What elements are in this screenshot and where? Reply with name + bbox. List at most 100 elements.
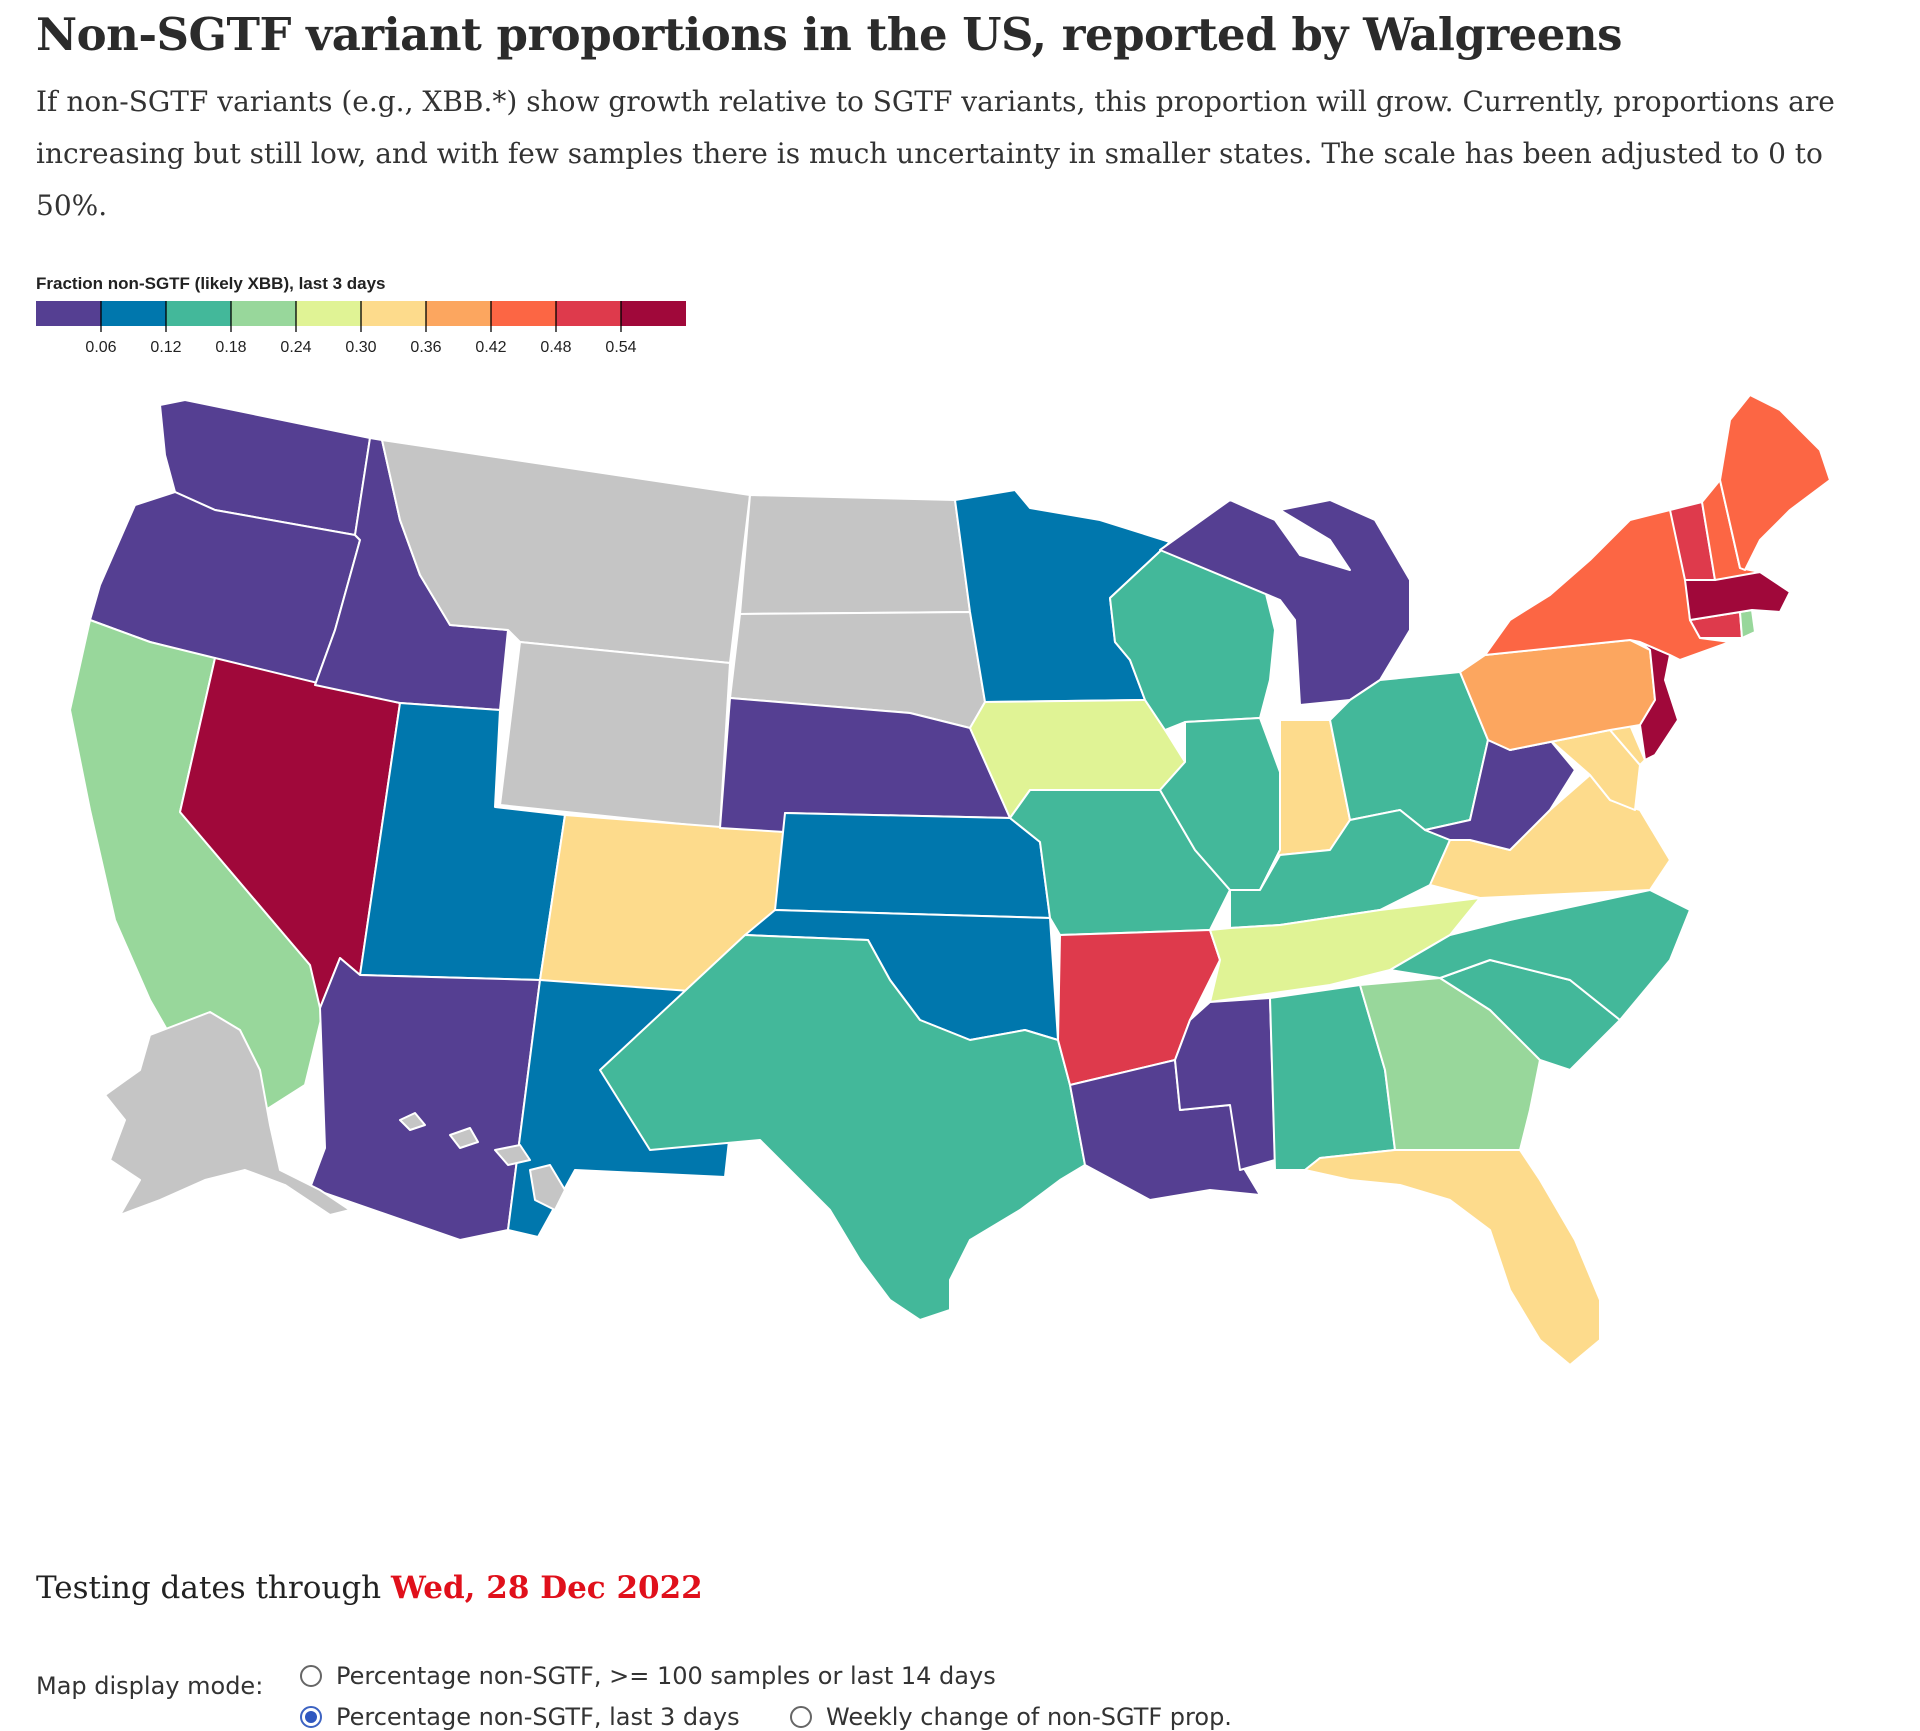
state-label: AL [1322,1068,1338,1083]
legend-swatch [491,301,556,326]
state-north-carolina[interactable]: North Carolina [1389,889,1691,1021]
radio-icon[interactable] [300,1665,322,1687]
state-label: OR [215,563,235,578]
state-label: WY [610,728,631,743]
legend-tick-label: 0.06 [85,339,116,356]
state-label: ME [1765,458,1785,473]
state-label: NC [1551,933,1570,948]
page-title: Non-SGTF variant proportions in the US, … [36,8,1622,61]
states-layer: WashingtonOregonCaliforniaNevadaIdahoMon… [69,394,1831,1366]
legend-tick-label: 0.54 [605,339,636,356]
state-label: AZ [412,1088,429,1103]
state-label: IN [1299,778,1312,793]
legend-swatch [231,301,296,326]
state-label: NV [266,788,284,803]
legend-swatch [361,301,426,326]
state-label: NM [625,1083,645,1098]
legend-tick-label: 0.36 [410,339,441,356]
us-choropleth-map: WashingtonOregonCaliforniaNevadaIdahoMon… [69,394,1831,1366]
mode-option-weekly-change[interactable]: Weekly change of non-SGTF prop. [790,1703,1232,1731]
state-label: MD [1585,753,1605,768]
state-label: OH [1405,743,1425,758]
state-label: MT [561,553,580,568]
state-label: NE [846,763,864,778]
state-label: CA [126,818,144,833]
state-massachusetts[interactable]: Massachusetts [1684,571,1791,621]
state-label: TX [842,1103,859,1118]
state-label: MN [1050,608,1070,623]
state-label: CT [1706,616,1723,631]
state-label: NY [1591,598,1609,613]
mode-option-label: Percentage non-SGTF, >= 100 samples or l… [336,1662,996,1690]
legend-swatch [556,301,621,326]
color-legend: 0.06 0.12 0.18 0.24 0.30 0.36 0.42 0.48 0.54 [36,301,686,356]
state-label: MA [1725,583,1745,598]
state-hawaii[interactable]: Hawaii [399,1112,566,1211]
state-label: HI [524,1173,537,1188]
radio-selected-icon[interactable] [300,1706,322,1728]
state-label: MS [1220,1078,1240,1093]
state-label: GA [1451,1068,1470,1083]
state-montana[interactable]: Montana [381,439,751,664]
legend-title: Fraction non-SGTF (likely XBB), last 3 d… [36,274,386,293]
state-label: PA [1552,683,1569,698]
state-label: WI [1197,643,1213,658]
mode-option-label: Weekly change of non-SGTF prop. [826,1703,1232,1731]
state-label: DE [1626,733,1644,748]
legend-tick-label: 0.12 [150,339,181,356]
state-label: AK [191,1098,209,1113]
legend-swatch [101,301,166,326]
legend-swatch [36,301,101,326]
state-mississippi[interactable]: Mississippi [1174,997,1276,1171]
state-florida[interactable]: Florida [1304,1149,1601,1366]
state-label: ID [409,623,422,638]
page-subtitle: If non-SGTF variants (e.g., XBB.*) show … [36,85,1835,222]
testing-dates-prefix: Testing dates through [36,1570,382,1606]
state-texas[interactable]: Texas [599,934,1086,1321]
mode-option-label: Percentage non-SGTF, last 3 days [336,1703,740,1731]
map-display-mode-label: Map display mode: [36,1672,264,1700]
legend-swatch [166,301,231,326]
state-label: IL [1225,798,1236,813]
legend-swatch [296,301,361,326]
state-label: CO [660,888,680,903]
state-label: WA [255,453,276,468]
testing-dates: Testing dates through Wed, 28 Dec 2022 [36,1570,703,1606]
state-label: NH [1716,538,1735,553]
state-label: OK [921,968,940,983]
state-missouri[interactable]: Missouri [1009,789,1231,936]
state-label: AR [1126,988,1144,1003]
state-label: SD [851,648,869,663]
state-label: TN [1321,943,1338,958]
state-label: VA [1557,838,1574,853]
state-label: NJ [1652,688,1668,703]
state-label: RI [1749,630,1762,645]
radio-icon[interactable] [790,1706,812,1728]
state-michigan[interactable]: Michigan [1159,499,1411,706]
state-alaska[interactable]: Alaska [104,1011,351,1216]
state-label: VT [1682,533,1699,548]
state-west-virginia[interactable]: West Virginia [1424,739,1576,851]
legend-tick-label: 0.42 [475,339,506,356]
legend-tick-label: 0.24 [280,339,311,356]
legend-swatch [621,301,686,326]
legend-tick-label: 0.30 [345,339,376,356]
state-maine[interactable]: Maine [1719,394,1831,571]
state-label: IA [1074,738,1087,753]
mode-option-100-samples[interactable]: Percentage non-SGTF, >= 100 samples or l… [300,1662,996,1690]
state-label: FL [1527,1268,1542,1283]
state-label: MO [1110,858,1131,873]
state-label: KS [906,858,924,873]
state-label: WV [1500,778,1521,793]
state-label: KY [1331,873,1349,888]
mode-option-last-3-days[interactable]: Percentage non-SGTF, last 3 days [300,1703,740,1731]
state-label: UT [446,838,463,853]
legend-swatch [426,301,491,326]
state-label: SC [1551,1008,1569,1023]
testing-dates-value: Wed, 28 Dec 2022 [391,1570,703,1606]
state-label: ND [851,548,870,563]
state-label: LA [1142,1123,1158,1138]
legend-tick-label: 0.48 [540,339,571,356]
state-new-jersey[interactable]: New Jersey [1639,641,1679,761]
state-label: MI [1348,608,1362,623]
